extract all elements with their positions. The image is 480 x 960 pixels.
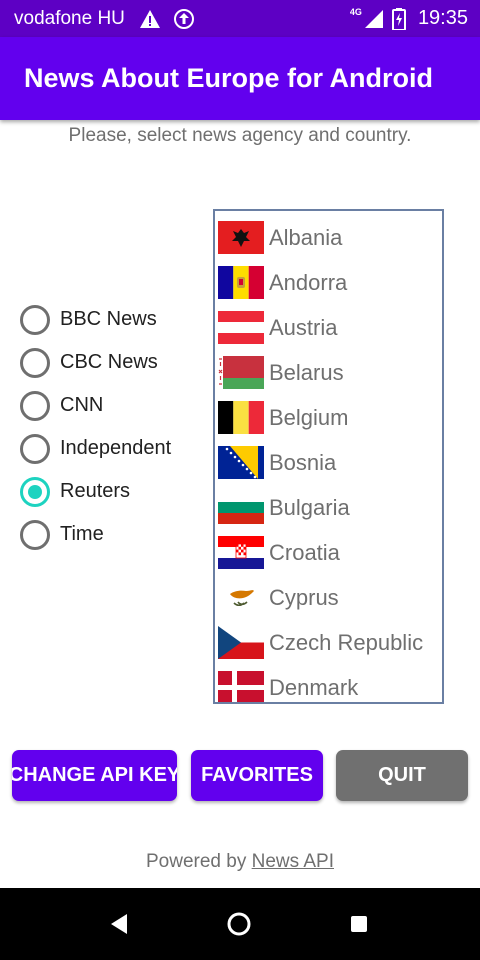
upload-icon bbox=[173, 8, 194, 29]
radio-unchecked-icon[interactable] bbox=[20, 390, 50, 421]
radio-option-independent[interactable]: Independent bbox=[20, 427, 205, 470]
country-item-czech-republic[interactable]: Czech Republic bbox=[218, 620, 442, 665]
country-item-denmark[interactable]: Denmark bbox=[218, 665, 442, 702]
app-bar: News About Europe for Android bbox=[0, 37, 480, 120]
radio-label: BBC News bbox=[60, 308, 157, 330]
back-button[interactable] bbox=[103, 908, 135, 940]
powered-by-label: Powered by bbox=[146, 851, 247, 872]
radio-option-cbc-news[interactable]: CBC News bbox=[20, 341, 205, 384]
flag-icon bbox=[218, 536, 264, 569]
back-icon bbox=[111, 914, 127, 934]
flag-icon bbox=[218, 581, 264, 614]
home-icon bbox=[227, 912, 251, 936]
country-item-belarus[interactable]: Belarus bbox=[218, 350, 442, 395]
carrier-name: vodafone HU bbox=[14, 7, 125, 29]
news-api-link[interactable]: News API bbox=[251, 851, 334, 872]
powered-by: Powered by News API bbox=[0, 851, 480, 873]
country-name: Czech Republic bbox=[269, 629, 424, 655]
country-name: Belarus bbox=[269, 359, 344, 385]
favorites-button[interactable]: FAVORITES bbox=[191, 750, 323, 801]
radio-label: Reuters bbox=[60, 480, 131, 502]
country-name: Belgium bbox=[269, 404, 349, 430]
network-type: 4G bbox=[349, 6, 362, 17]
flag-icon bbox=[218, 356, 264, 389]
clock: 19:35 bbox=[417, 7, 468, 29]
radio-option-time[interactable]: Time bbox=[20, 513, 205, 556]
country-name: Cyprus bbox=[269, 584, 339, 610]
radio-checked-icon[interactable] bbox=[20, 476, 50, 507]
radio-unchecked-icon[interactable] bbox=[20, 304, 50, 335]
flag-icon bbox=[218, 221, 264, 254]
instruction-text: Please, select news agency and country. bbox=[68, 125, 412, 146]
news-agency-radio-group: BBC News CBC News CNN Independent Reuters Tim… bbox=[20, 298, 205, 556]
radio-label: CBC News bbox=[60, 351, 158, 373]
radio-label: Independent bbox=[60, 437, 172, 459]
radio-label: Time bbox=[60, 523, 104, 545]
country-item-cyprus[interactable]: Cyprus bbox=[218, 575, 442, 620]
country-name: Denmark bbox=[269, 674, 359, 700]
radio-unchecked-icon[interactable] bbox=[20, 519, 50, 550]
flag-icon bbox=[218, 266, 264, 299]
radio-option-reuters[interactable]: Reuters bbox=[20, 470, 205, 513]
country-name: Albania bbox=[269, 224, 343, 250]
country-item-austria[interactable]: Austria bbox=[218, 305, 442, 350]
country-item-albania[interactable]: Albania bbox=[218, 215, 442, 260]
country-name: Bosnia bbox=[269, 449, 337, 475]
status-bar: vodafone HU 4G 19:35 bbox=[0, 0, 480, 37]
country-item-bosnia[interactable]: Bosnia bbox=[218, 440, 442, 485]
recents-icon bbox=[351, 916, 367, 932]
country-name: Austria bbox=[269, 314, 338, 340]
radio-unchecked-icon[interactable] bbox=[20, 433, 50, 464]
country-list[interactable]: Albania Andorra Austria Belarus Belgium Bosni… bbox=[213, 209, 444, 704]
warning-icon bbox=[139, 9, 160, 28]
country-item-andorra[interactable]: Andorra bbox=[218, 260, 442, 305]
country-item-belgium[interactable]: Belgium bbox=[218, 395, 442, 440]
country-item-croatia[interactable]: Croatia bbox=[218, 530, 442, 575]
radio-label: CNN bbox=[60, 394, 104, 416]
flag-icon bbox=[218, 446, 264, 479]
country-name: Andorra bbox=[269, 269, 348, 295]
flag-icon bbox=[218, 491, 264, 524]
navigation-bar bbox=[0, 888, 480, 960]
country-name: Croatia bbox=[269, 539, 340, 565]
country-item-bulgaria[interactable]: Bulgaria bbox=[218, 485, 442, 530]
battery-charging-icon bbox=[391, 7, 406, 30]
country-name: Bulgaria bbox=[269, 494, 350, 520]
signal-icon bbox=[364, 9, 383, 28]
app-title: News About Europe for Android bbox=[24, 63, 433, 93]
radio-unchecked-icon[interactable] bbox=[20, 347, 50, 378]
flag-icon bbox=[218, 311, 264, 344]
quit-button[interactable]: QUIT bbox=[336, 750, 468, 801]
home-button[interactable] bbox=[223, 908, 255, 940]
recents-button[interactable] bbox=[343, 908, 375, 940]
flag-icon bbox=[218, 401, 264, 434]
radio-option-bbc-news[interactable]: BBC News bbox=[20, 298, 205, 341]
radio-option-cnn[interactable]: CNN bbox=[20, 384, 205, 427]
flag-icon bbox=[218, 671, 264, 702]
flag-icon bbox=[218, 626, 264, 659]
change-api-key-button[interactable]: CHANGE API KEY bbox=[12, 750, 177, 801]
